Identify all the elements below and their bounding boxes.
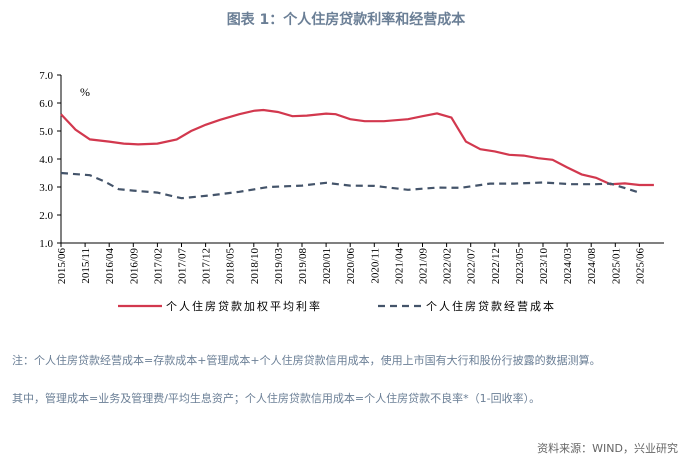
unit-label: % — [80, 85, 90, 99]
x-tick-label: 2020/11 — [369, 248, 381, 284]
x-tick-label: 2025/01 — [610, 248, 622, 284]
x-tick-label: 2024/08 — [586, 248, 598, 285]
note-1: 注：个人住房贷款经营成本=存款成本+管理成本+个人住房贷款信用成本，使用上市国有… — [12, 354, 601, 367]
y-tick-label: 2.0 — [39, 210, 53, 222]
x-tick-label: 2022/02 — [442, 248, 454, 284]
x-tick-label: 2015/11 — [80, 248, 92, 284]
y-tick-label: 7.0 — [39, 70, 53, 82]
y-tick-label: 4.0 — [39, 154, 53, 166]
legend-label: 个人住房贷款加权平均利率 — [166, 299, 322, 313]
x-tick-label: 2023/10 — [538, 248, 550, 285]
y-tick-label: 3.0 — [39, 182, 53, 194]
x-tick-label: 2023/05 — [514, 248, 526, 285]
y-tick-label: 6.0 — [39, 98, 53, 110]
x-tick-label: 2017/07 — [177, 248, 189, 285]
x-tick-label: 2019/03 — [273, 248, 285, 285]
x-tick-label: 2025/06 — [634, 248, 646, 285]
source: 资料来源：WIND，兴业研究 — [537, 442, 678, 455]
note-2: 其中，管理成本=业务及管理费/平均生息资产；个人住房贷款信用成本=个人住房贷款不… — [12, 392, 541, 405]
series-line-1 — [60, 108, 654, 187]
series-line-2 — [60, 171, 640, 200]
x-tick-label: 2022/12 — [490, 248, 502, 284]
chart-title: 图表 1：个人住房贷款利率和经营成本 — [226, 12, 466, 28]
x-tick-label: 2018/10 — [249, 248, 261, 285]
x-tick-label: 2018/05 — [225, 248, 237, 285]
x-tick-label: 2020/01 — [321, 248, 333, 284]
x-tick-label: 2019/08 — [297, 248, 309, 285]
x-tick-label: 2017/12 — [201, 248, 213, 284]
x-tick-label: 2016/09 — [128, 248, 140, 285]
y-tick-label: 5.0 — [39, 126, 53, 138]
legend-label: 个人住房贷款经营成本 — [426, 299, 556, 313]
x-tick-label: 2022/07 — [466, 248, 478, 285]
x-tick-label: 2024/03 — [562, 248, 574, 285]
y-tick-label: 1.0 — [39, 238, 53, 250]
x-tick-label: 2020/06 — [345, 248, 357, 285]
x-tick-label: 2015/06 — [56, 248, 68, 285]
x-tick-label: 2016/04 — [104, 248, 116, 285]
x-tick-label: 2021/09 — [418, 248, 430, 285]
x-tick-label: 2017/02 — [152, 248, 164, 284]
x-tick-label: 2021/04 — [393, 248, 405, 285]
